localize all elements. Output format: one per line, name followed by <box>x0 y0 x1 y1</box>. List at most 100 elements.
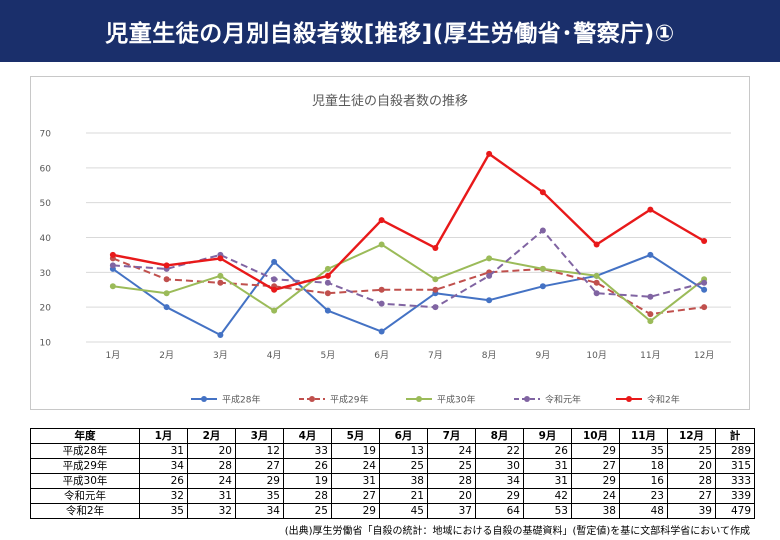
data-point <box>378 286 385 293</box>
data-point <box>432 286 439 293</box>
data-point <box>647 293 654 300</box>
y-tick-label: 30 <box>40 269 52 279</box>
series-line <box>112 243 705 323</box>
table-cell: 31 <box>187 488 236 504</box>
table-row-label: 令和元年 <box>30 488 140 504</box>
data-point <box>378 241 385 248</box>
y-tick-label: 20 <box>40 304 52 314</box>
data-point <box>163 276 170 283</box>
table-header-cell: 6月 <box>379 428 428 444</box>
table-cell: 28 <box>187 458 236 474</box>
table-total-cell: 479 <box>715 503 755 519</box>
series-line <box>112 257 705 316</box>
table-cell: 18 <box>619 458 668 474</box>
data-point <box>486 272 493 279</box>
table-cell: 29 <box>571 473 620 489</box>
table-cell: 34 <box>235 503 284 519</box>
table-row: 平成28年 31 20 12 33 19 13 24 22 26 29 35 25 289 <box>30 443 755 459</box>
series-line <box>112 152 705 292</box>
table-cell: 26 <box>139 473 188 489</box>
table-row-label: 平成30年 <box>30 473 140 489</box>
legend-label: 令和2年 <box>647 394 680 406</box>
table-row-label: 平成29年 <box>30 458 140 474</box>
data-point <box>432 304 439 311</box>
line-chart: 児童生徒の自殺者数の推移 10 20 30 40 50 60 70 1月 2月 3月 4月 5月 6月 7月… <box>40 93 731 406</box>
table-cell: 20 <box>667 458 716 474</box>
table-header-cell: 3月 <box>235 428 284 444</box>
data-point <box>324 272 331 279</box>
table-header-cell: 1月 <box>139 428 188 444</box>
y-tick-label: 40 <box>40 234 52 244</box>
data-point <box>109 251 116 258</box>
data-point <box>647 206 654 213</box>
table-row: 平成29年 34 28 27 26 24 25 25 30 31 27 18 20 315 <box>30 458 755 474</box>
table-cell: 20 <box>187 443 236 459</box>
data-point <box>324 307 331 314</box>
data-point <box>163 262 170 269</box>
data-point <box>593 241 600 248</box>
table-header-cell: 9月 <box>523 428 572 444</box>
data-point <box>163 304 170 311</box>
table-cell: 12 <box>235 443 284 459</box>
x-tick-label: 4月 <box>267 350 282 361</box>
table-cell: 31 <box>523 473 572 489</box>
data-point <box>271 307 278 314</box>
table-cell: 38 <box>571 503 620 519</box>
table-cell: 31 <box>139 443 188 459</box>
table-cell: 25 <box>427 458 476 474</box>
page-title: 児童生徒の月別自殺者数[推移](厚生労働省･警察庁)① <box>105 21 675 47</box>
table-header-cell: 7月 <box>427 428 476 444</box>
data-point <box>109 283 116 290</box>
y-tick-label: 50 <box>40 199 52 209</box>
y-tick-label: 70 <box>40 130 52 140</box>
data-point <box>432 276 439 283</box>
table-row: 令和2年 35 32 34 25 29 45 37 64 53 38 48 39 479 <box>30 503 755 519</box>
table-row: 平成30年 26 24 29 19 31 38 28 34 31 29 16 28 333 <box>30 473 755 489</box>
table-row: 令和元年 32 31 35 28 27 21 20 29 42 24 23 27 339 <box>30 488 755 504</box>
table-cell: 25 <box>283 503 332 519</box>
data-point <box>593 290 600 297</box>
data-point <box>378 328 385 335</box>
table-cell: 27 <box>235 458 284 474</box>
table-cell: 25 <box>667 443 716 459</box>
table-cell: 31 <box>331 473 380 489</box>
table-row-label: 平成28年 <box>30 443 140 459</box>
title-bar: 児童生徒の月別自殺者数[推移](厚生労働省･警察庁)① <box>0 0 780 62</box>
x-tick-label: 7月 <box>428 350 443 361</box>
data-point <box>217 255 224 262</box>
x-tick-label: 11月 <box>640 350 660 361</box>
table-total-cell: 333 <box>715 473 755 489</box>
data-point <box>701 286 708 293</box>
data-point <box>378 300 385 307</box>
table-cell: 26 <box>523 443 572 459</box>
data-point <box>486 255 493 262</box>
data-point <box>647 318 654 325</box>
data-point <box>539 283 546 290</box>
table-cell: 34 <box>475 473 524 489</box>
table-cell: 28 <box>427 473 476 489</box>
table-cell: 22 <box>475 443 524 459</box>
data-point <box>647 311 654 318</box>
x-tick-label: 12月 <box>694 350 714 361</box>
data-point <box>217 279 224 286</box>
table-header-cell: 計 <box>715 428 755 444</box>
table-cell: 24 <box>571 488 620 504</box>
x-tick-label: 1月 <box>106 350 121 361</box>
table-cell: 20 <box>427 488 476 504</box>
table-cell: 32 <box>139 488 188 504</box>
table-header-cell: 年度 <box>30 428 140 444</box>
table-cell: 16 <box>619 473 668 489</box>
data-point <box>486 150 493 157</box>
table-header-cell: 2月 <box>187 428 236 444</box>
data-point <box>701 279 708 286</box>
data-point <box>486 297 493 304</box>
legend-marker <box>201 396 207 402</box>
table-cell: 32 <box>187 503 236 519</box>
table-cell: 29 <box>331 503 380 519</box>
data-point <box>271 286 278 293</box>
x-tick-label: 9月 <box>536 350 551 361</box>
table-row-label: 令和2年 <box>30 503 140 519</box>
data-point <box>324 265 331 272</box>
legend-marker <box>309 396 315 402</box>
data-point <box>271 258 278 265</box>
